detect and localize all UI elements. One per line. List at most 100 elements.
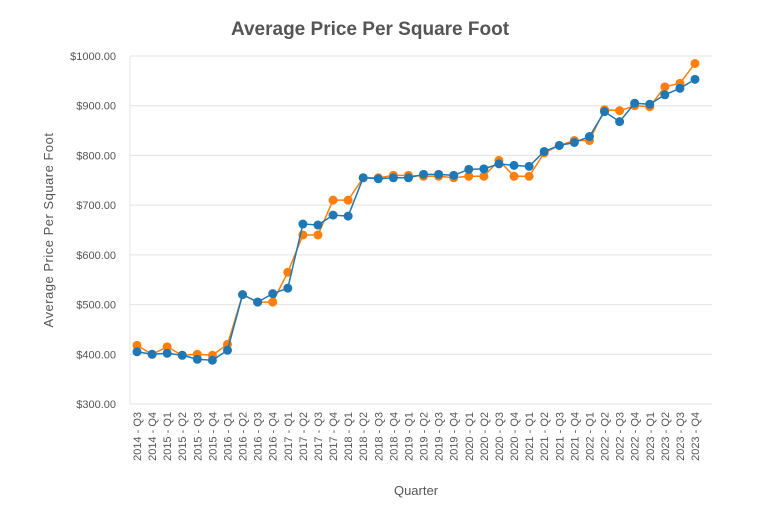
x-tick-label: 2020 - Q3 [494,412,506,461]
data-point [494,159,504,169]
x-tick-label: 2017 - Q1 [283,412,295,461]
x-tick-label: 2021 - Q3 [554,412,566,461]
data-point [358,173,368,183]
x-tick-label: 2016 - Q4 [268,412,280,461]
data-point [645,99,655,109]
y-tick-label: $600.00 [76,250,116,262]
x-tick-label: 2020 - Q1 [464,412,476,461]
data-point [434,169,444,179]
x-tick-label: 2023 - Q2 [660,412,672,461]
data-point [298,219,308,229]
data-point [343,195,353,205]
x-tick-label: 2020 - Q4 [509,412,521,461]
x-tick-label: 2014 - Q4 [147,412,159,461]
data-point [464,164,474,174]
data-point [690,58,700,68]
data-point [373,174,383,184]
data-point [313,220,323,230]
data-point [177,350,187,360]
x-tick-label: 2019 - Q3 [434,412,446,461]
data-point [192,354,202,364]
x-tick-label: 2018 - Q2 [358,412,370,461]
x-tick-label: 2019 - Q1 [403,412,415,461]
data-point [388,173,398,183]
data-point [328,210,338,220]
y-tick-label: $1000.00 [70,51,116,63]
y-tick-label: $400.00 [76,349,116,361]
data-point [660,82,670,92]
x-tick-label: 2023 - Q3 [675,412,687,461]
x-tick-label: 2023 - Q1 [645,412,657,461]
data-point [283,283,293,293]
x-tick-label: 2018 - Q3 [373,412,385,461]
data-point [253,297,263,307]
data-point [238,290,248,300]
data-point [509,160,519,170]
data-point [479,164,489,174]
data-point [660,90,670,100]
x-tick-label: 2015 - Q2 [177,412,189,461]
x-tick-label: 2017 - Q4 [328,412,340,461]
data-point [403,173,413,183]
x-tick-label: 2014 - Q3 [132,412,144,461]
data-point [162,348,172,358]
data-point [268,297,278,307]
x-tick-label: 2022 - Q3 [615,412,627,461]
y-axis-label: Average Price Per Square Foot [41,133,56,328]
data-point [615,106,625,116]
data-point [419,169,429,179]
data-point [569,138,579,148]
y-tick-label: $500.00 [76,300,116,312]
x-tick-label: 2016 - Q1 [222,412,234,461]
data-point [283,267,293,277]
data-point [615,117,625,127]
x-tick-label: 2020 - Q2 [479,412,491,461]
series-line [136,78,696,362]
data-point [222,345,232,355]
y-tick-label: $700.00 [76,200,116,212]
x-tick-label: 2021 - Q2 [539,412,551,461]
series-0 [132,58,700,360]
x-tick-label: 2018 - Q1 [343,412,355,461]
data-point [690,74,700,84]
y-tick-label: $800.00 [76,150,116,162]
data-point [343,211,353,221]
x-tick-label: 2021 - Q1 [524,412,536,461]
series-1 [132,74,700,365]
x-tick-label: 2016 - Q2 [238,412,250,461]
x-axis-label: Quarter [394,483,439,498]
data-point [268,289,278,299]
data-point [132,340,142,350]
chart-title: Average Price Per Square Foot [231,19,510,40]
data-point [630,98,640,108]
x-tick-label: 2018 - Q4 [388,412,400,461]
x-tick-label: 2019 - Q2 [419,412,431,461]
data-point [132,347,142,357]
x-tick-label: 2015 - Q3 [192,412,204,461]
data-point [147,349,157,359]
data-point [584,132,594,142]
y-tick-label: $300.00 [76,399,116,411]
data-point [479,171,489,181]
x-tick-label: 2015 - Q1 [162,412,174,461]
series-line [136,63,696,357]
x-tick-label: 2017 - Q2 [298,412,310,461]
data-point [313,230,323,240]
x-tick-label: 2022 - Q1 [584,412,596,461]
data-point [524,171,534,181]
x-tick-label: 2021 - Q4 [569,412,581,461]
y-tick-label: $900.00 [76,101,116,113]
data-point [464,171,474,181]
x-tick-label: 2019 - Q4 [449,412,461,461]
data-point [449,170,459,180]
data-point [600,107,610,117]
data-point [675,83,685,93]
x-tick-label: 2023 - Q4 [690,412,702,461]
data-point [162,342,172,352]
data-point [207,355,217,365]
data-point [328,195,338,205]
data-point [539,146,549,156]
x-tick-label: 2022 - Q2 [600,412,612,461]
x-tick-label: 2016 - Q3 [253,412,265,461]
